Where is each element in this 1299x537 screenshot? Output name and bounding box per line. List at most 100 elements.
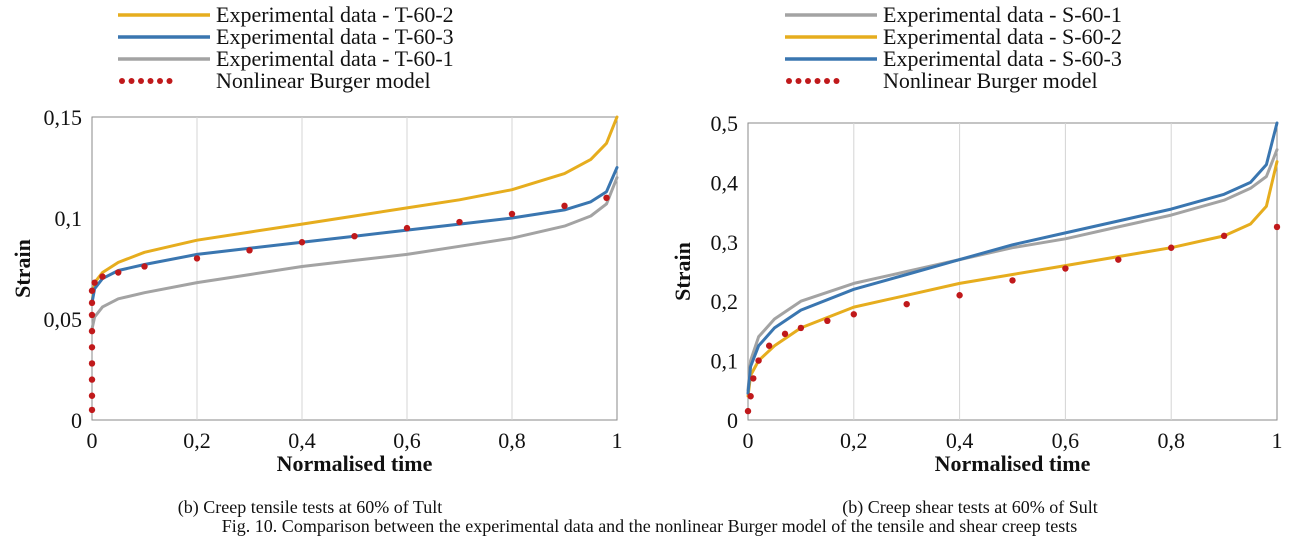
model-data-point [88,406,96,414]
legend-swatch-dot [786,78,792,84]
y-axis-title: Strain [10,239,35,298]
legend-swatch-dot [119,78,125,84]
model-data-point [88,287,96,294]
plot-area [91,116,618,421]
model-data-point [744,407,752,415]
x-tick-label: 0,6 [1052,428,1080,453]
legend-label: Experimental data - T-60-1 [216,46,454,71]
model-data-point [88,360,96,367]
model-data-point [797,324,805,332]
chart-caption: (b) Creep tensile tests at 60% of Tult [177,497,443,517]
model-data-point [747,393,754,400]
x-tick-label: 0 [87,428,98,453]
model-data-point [88,376,96,383]
model-data-point [88,327,96,335]
legend-label: Experimental data - T-60-2 [216,2,454,27]
y-tick-label: 0,3 [711,230,739,255]
series-line [746,148,1279,392]
series-line [90,115,619,305]
model-data-point [88,311,96,319]
figure-caption: Fig. 10. Comparison between the experime… [221,516,1078,536]
x-tick-label: 0,8 [1157,428,1185,453]
series-line [90,176,619,331]
x-tick-label: 1 [612,428,623,453]
x-tick-label: 0,2 [183,428,211,453]
model-data-point [298,239,306,246]
x-tick-label: 0,4 [946,428,974,453]
series-line [746,121,1279,395]
y-tick-label: 0,15 [44,105,83,130]
legend-swatch-dot [157,78,163,84]
model-data-point [456,218,463,226]
model-data-point [755,357,762,364]
legend-swatch-dot [138,78,144,84]
model-data-point [1220,232,1228,240]
x-axis-title: Normalised time [277,451,433,476]
y-tick-label: 0,1 [55,206,83,231]
plot-area [747,122,1278,421]
model-data-point [246,247,253,254]
model-data-point [88,344,96,351]
x-tick-label: 0,6 [393,428,421,453]
legend-swatch-dot [833,78,840,84]
x-tick-label: 0 [743,428,754,453]
model-data-point [351,232,358,240]
model-data-point [88,299,96,307]
y-tick-label: 0,5 [711,111,739,136]
legend-label: Experimental data - S-60-1 [883,2,1122,27]
model-data-point [403,224,411,232]
legend-label: Nonlinear Burger model [216,68,431,93]
y-tick-label: 0,1 [711,349,739,374]
legend-label: Experimental data - T-60-3 [216,24,454,49]
legend-swatch-dot [805,78,811,84]
model-data-point [765,342,773,349]
legend-label: Experimental data - S-60-2 [883,24,1122,49]
model-data-point [1168,244,1175,251]
y-tick-label: 0 [71,408,82,433]
model-data-point [903,300,910,308]
model-data-point [508,210,516,218]
model-data-point [99,273,106,280]
model-data-point [88,392,96,399]
model-data-point [141,263,148,270]
y-axis-title: Strain [670,242,695,301]
y-tick-label: 0,05 [44,307,83,332]
legend-swatch-dot [824,78,830,84]
tensile-creep-chart: 0 0,2 0,4 0,6 0,8 1 0 0,05 0,1 0,15 Normalised tim… [10,2,623,476]
chart-panel-right: 0 0,2 0,4 0,6 0,8 1 0 0,1 0,2 0,3 0,4 0,5 Normalised… [660,0,1283,517]
chart-panel-left: 0 0,2 0,4 0,6 0,8 1 0 0,05 0,1 0,15 Normalised tim… [0,0,623,517]
model-data-point [91,279,98,286]
shear-creep-chart: 0 0,2 0,4 0,6 0,8 1 0 0,1 0,2 0,3 0,4 0,5 Normalised… [670,2,1283,476]
legend-label: Experimental data - S-60-3 [883,46,1122,71]
model-data-point [193,255,201,262]
y-tick-label: 0 [727,408,738,433]
legend-swatch-dot [795,78,802,84]
model-data-point [824,317,831,325]
model-data-point [1062,265,1069,272]
series-line [746,160,1279,398]
x-axis-title: Normalised time [935,451,1091,476]
model-data-point [561,202,568,210]
legend-swatch-dot [128,78,135,84]
x-tick-label: 0,2 [840,428,868,453]
model-data-point [781,330,789,338]
y-tick-label: 0,2 [711,289,739,314]
model-data-point [1009,277,1016,284]
series-line [90,166,619,305]
model-data-point [603,194,610,201]
model-data-point [1273,223,1281,231]
legend-swatch-dot [814,78,821,84]
x-tick-label: 1 [1272,428,1283,453]
model-data-point [750,375,757,382]
model-data-point [115,269,122,276]
x-tick-label: 0,4 [288,428,316,453]
legend-swatch-dot [147,78,154,84]
model-data-point [850,311,857,318]
model-data-point [1115,256,1122,263]
legend-label: Nonlinear Burger model [883,68,1098,93]
chart-caption: (b) Creep shear tests at 60% of Sult [842,497,1098,517]
x-tick-label: 0,8 [498,428,526,453]
model-data-point [956,292,963,299]
legend-swatch-dot [166,78,173,84]
y-tick-label: 0,4 [711,170,739,195]
